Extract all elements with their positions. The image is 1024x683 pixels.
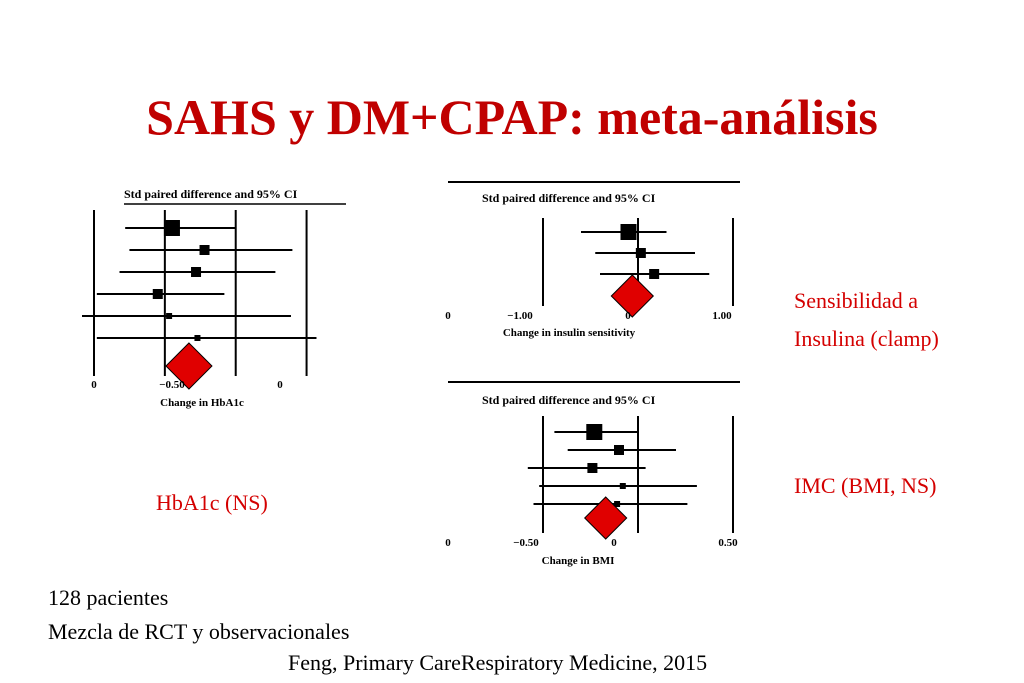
forest-plot-bmi: Std paired difference and 95% CI 0 −0.50 0 0… [445,381,740,567]
citation: Feng, Primary CareRespiratory Medicine, … [288,650,708,675]
study-point [620,224,637,240]
patients-count: 128 pacientes [48,585,169,610]
tick-label: −1.00 [507,310,533,322]
study-point [614,501,621,507]
plot-header: Std paired difference and 95% CI [124,187,298,201]
tick-label: −0.50 [513,537,539,549]
tick-label: 0 [611,537,617,549]
label-bmi: IMC (BMI, NS) [794,473,937,498]
tick-label: 0 [277,379,283,391]
forest-plot-hba1c: Std paired difference and 95% CI 0 −0.50 0 C… [82,187,346,409]
study-point [191,267,202,277]
tick-label: 0 [445,537,451,549]
study-point [619,483,626,489]
summary-diamond [610,274,655,318]
tick-label: 0.50 [718,537,738,549]
slide-title: SAHS y DM+CPAP: meta-análisis [146,89,878,145]
study-point [152,289,163,299]
label-insulin-line2: Insulina (clamp) [794,326,939,351]
label-insulin-line1: Sensibilidad a [794,288,919,313]
study-point [199,245,210,255]
x-axis-label: Change in insulin sensitivity [503,327,636,339]
x-axis-label: Change in HbA1c [160,397,244,409]
study-point [635,248,646,258]
tick-label: 0 [445,310,451,322]
study-point [586,424,603,440]
plot-header: Std paired difference and 95% CI [482,393,656,407]
label-hba1c: HbA1c (NS) [156,490,268,515]
tick-label: 1.00 [712,310,732,322]
tick-label: 0 [625,310,631,322]
tick-label: −0.50 [159,379,185,391]
study-point [587,463,598,473]
study-point [166,313,173,319]
study-point [163,220,180,236]
summary-diamond [165,342,213,390]
study-point [194,335,201,341]
x-axis-label: Change in BMI [542,555,615,567]
summary-diamond [583,496,628,540]
forest-plot-insulin-sensitivity: Std paired difference and 95% CI 0 −1.00 0 1… [445,181,740,339]
plot-header: Std paired difference and 95% CI [482,191,656,205]
tick-label: 0 [91,379,97,391]
study-mix: Mezcla de RCT y observacionales [48,619,350,644]
study-point [649,269,660,279]
study-point [614,445,624,455]
